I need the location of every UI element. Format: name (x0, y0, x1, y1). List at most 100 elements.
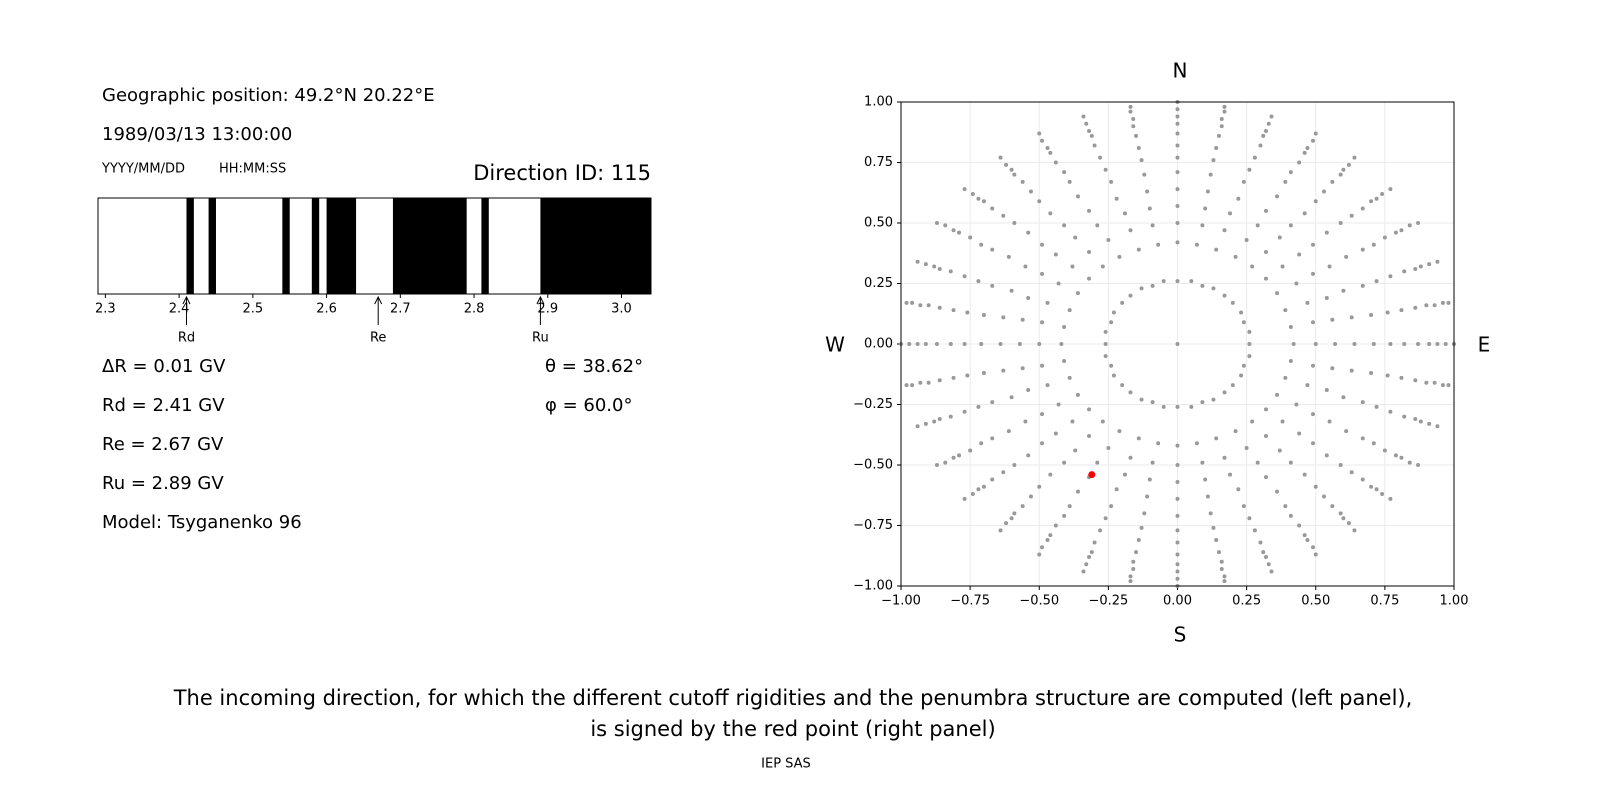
point (990, 400, 995, 405)
point (1134, 550, 1139, 555)
point (990, 247, 995, 252)
point (1006, 429, 1011, 434)
point (1369, 312, 1374, 317)
point (1280, 419, 1285, 424)
point (1026, 296, 1031, 301)
point (1382, 448, 1387, 453)
point (1324, 453, 1329, 458)
point (1117, 254, 1122, 259)
point (962, 496, 967, 501)
point (1324, 296, 1329, 301)
point (1427, 262, 1432, 267)
point (1053, 523, 1058, 528)
point (1302, 150, 1307, 155)
point (970, 492, 975, 497)
point (1062, 460, 1067, 465)
point (1338, 463, 1343, 467)
x-tick-label: 0.50 (1301, 594, 1330, 609)
point (1233, 254, 1238, 259)
point (1088, 471, 1096, 479)
point (1020, 504, 1025, 509)
point (1346, 162, 1351, 167)
point (1100, 264, 1105, 269)
point (1263, 554, 1268, 559)
point (1388, 274, 1393, 279)
point (1017, 342, 1022, 346)
point (1443, 342, 1448, 346)
point (1288, 223, 1293, 228)
x-tick-label: 2.8 (464, 302, 485, 317)
point (904, 300, 909, 305)
point (951, 375, 956, 380)
point (1070, 419, 1075, 424)
point (1067, 179, 1072, 184)
point (1150, 460, 1155, 465)
phi: φ = 60.0° (545, 395, 632, 416)
point (1288, 460, 1293, 465)
point (1214, 247, 1219, 252)
point (1048, 472, 1053, 477)
point (1313, 342, 1318, 346)
point (1214, 145, 1219, 150)
point (1222, 104, 1227, 109)
point (1037, 199, 1042, 204)
point (1040, 242, 1045, 247)
point (1175, 170, 1180, 175)
point (1288, 170, 1293, 175)
point (1236, 487, 1241, 492)
point (1048, 150, 1053, 155)
footer: IEP SAS (761, 757, 811, 772)
point (1189, 279, 1194, 284)
point (915, 424, 920, 429)
point (1111, 373, 1116, 378)
point (1216, 133, 1221, 138)
point (1087, 129, 1092, 134)
point (976, 404, 981, 409)
point (1001, 213, 1006, 218)
point (1258, 540, 1263, 545)
point (1023, 264, 1028, 269)
point (1435, 424, 1440, 429)
point (1374, 196, 1379, 201)
point (918, 303, 923, 308)
point (1360, 247, 1365, 252)
point (976, 487, 981, 492)
point (1175, 221, 1180, 225)
point (1349, 368, 1354, 373)
point (1222, 455, 1227, 460)
point (1275, 392, 1280, 397)
point (1407, 460, 1412, 465)
x-tick-label: 0.25 (1232, 594, 1261, 609)
point (1385, 373, 1390, 378)
point (998, 528, 1003, 533)
point (934, 221, 939, 225)
point (1026, 453, 1031, 458)
point (1142, 172, 1147, 177)
point (1324, 387, 1329, 392)
compass-north: N (1173, 59, 1188, 83)
point (1136, 538, 1141, 543)
point (1023, 419, 1028, 424)
point (1081, 569, 1086, 574)
point (1416, 221, 1421, 225)
point (1399, 455, 1404, 460)
point (1175, 131, 1180, 136)
point (1327, 264, 1332, 269)
point (1388, 187, 1393, 192)
point (1338, 511, 1343, 516)
point (1175, 569, 1180, 574)
point (1432, 380, 1437, 385)
point (1103, 516, 1108, 521)
point (1388, 409, 1393, 414)
point (1062, 223, 1067, 228)
point (1352, 342, 1357, 346)
point (1388, 342, 1393, 346)
point (1205, 189, 1210, 194)
point (1252, 155, 1257, 160)
point (1056, 402, 1061, 407)
point (1131, 559, 1136, 564)
point (1349, 315, 1354, 320)
point (1084, 562, 1089, 567)
point (1241, 179, 1246, 184)
point (981, 484, 986, 489)
